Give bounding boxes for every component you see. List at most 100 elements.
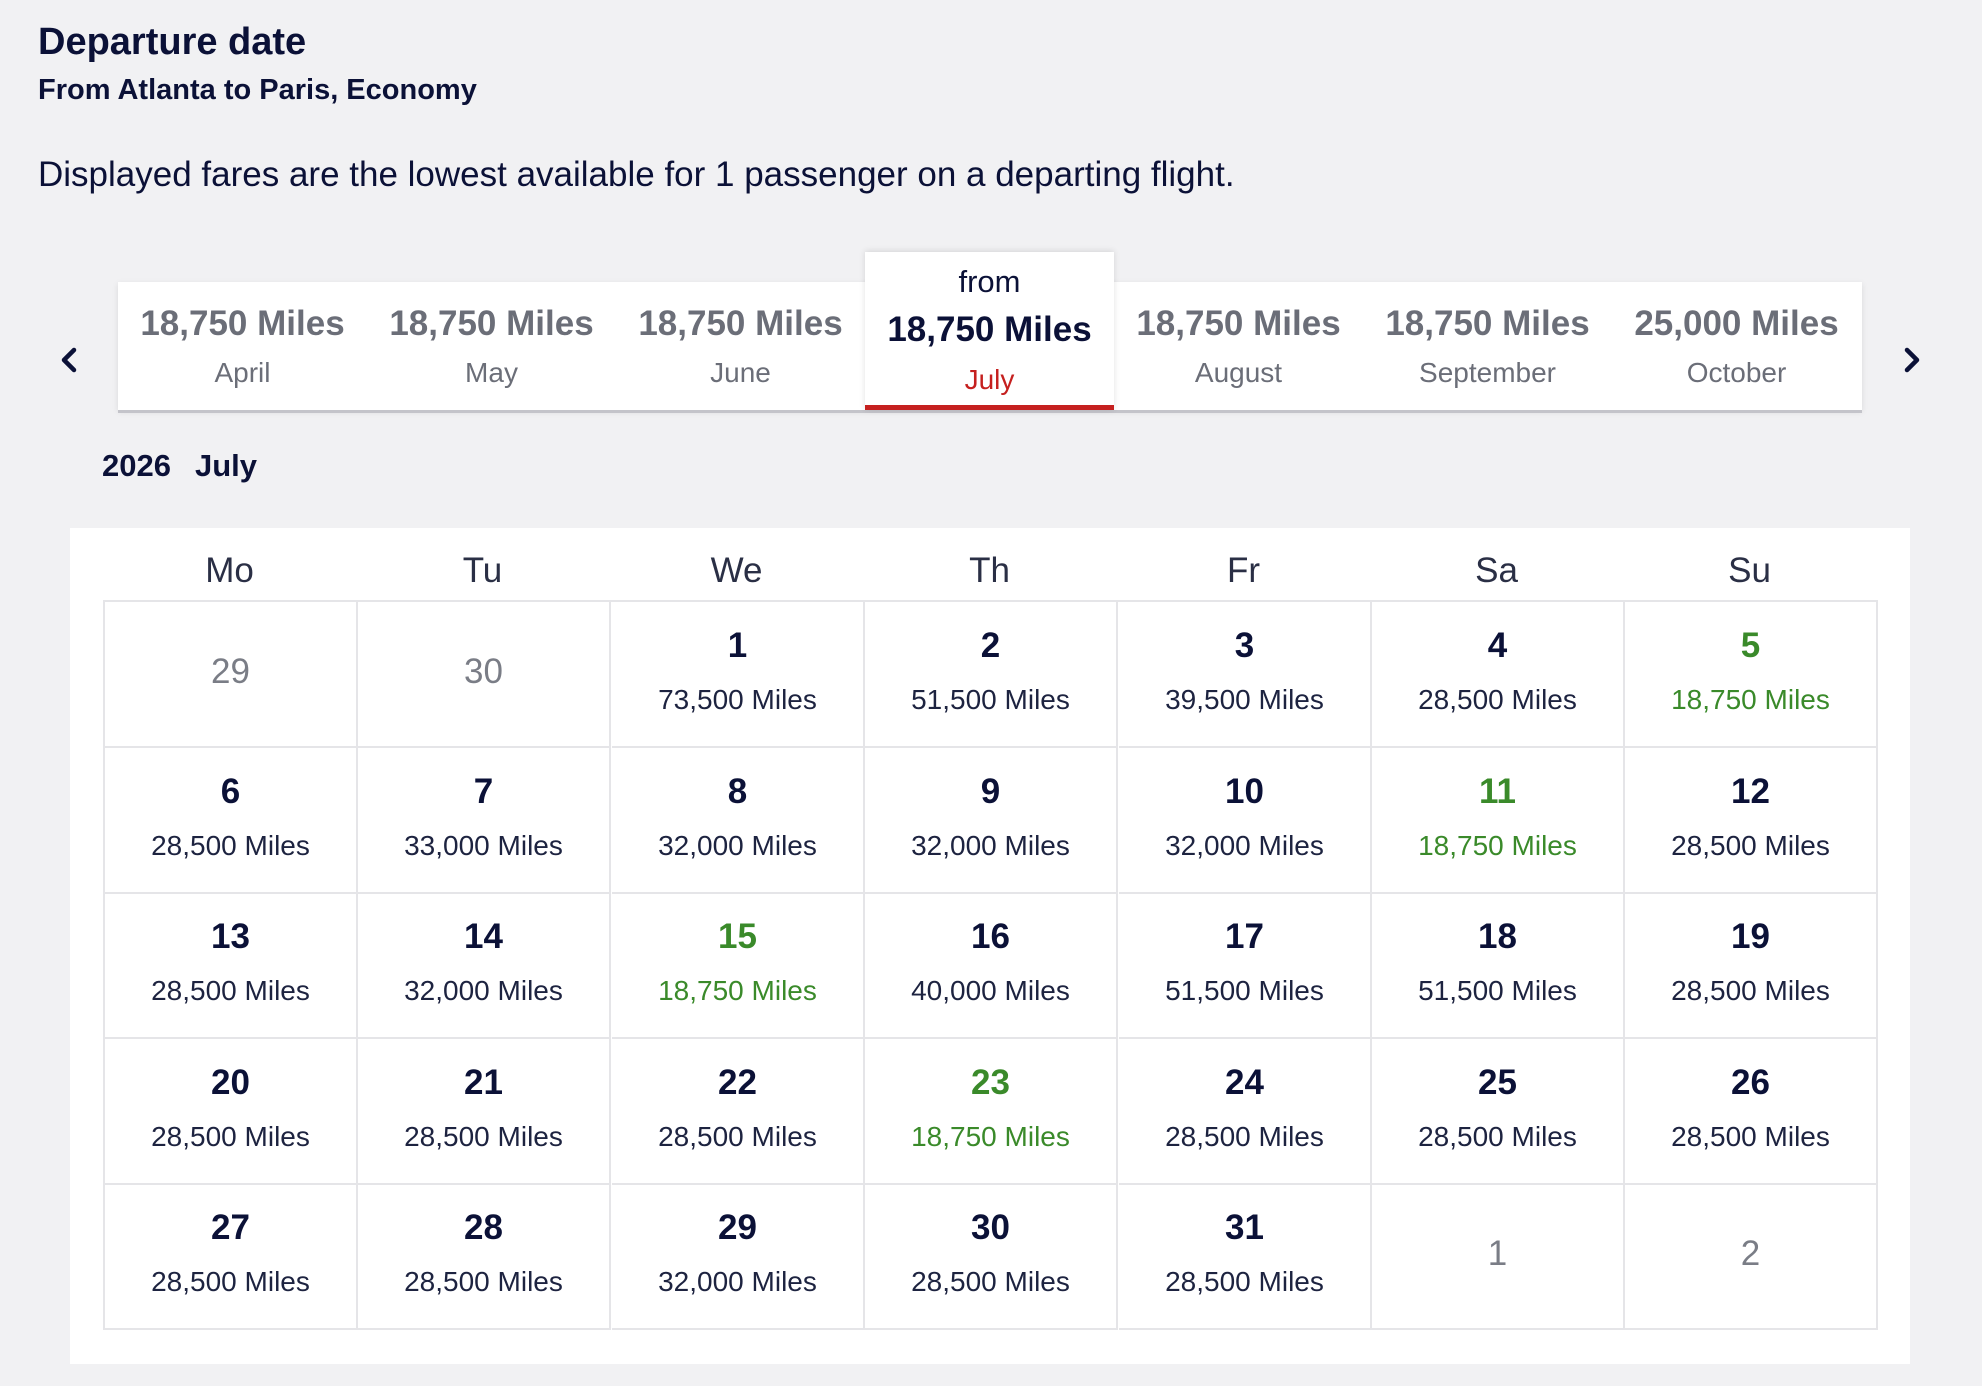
day-number: 30	[971, 1208, 1010, 1247]
weekday-header: Mo Tu We Th Fr Sa Su	[103, 546, 1877, 596]
day-number: 3	[1234, 626, 1255, 665]
calendar-day-cell[interactable]: 31 28,500 Miles	[1119, 1184, 1372, 1330]
day-number: 30	[464, 652, 503, 691]
day-number: 20	[211, 1063, 250, 1102]
calendar-day-cell[interactable]: 18 51,500 Miles	[1372, 893, 1625, 1039]
next-months-button[interactable]	[1889, 338, 1933, 382]
calendar-day-cell[interactable]: 5 18,750 Miles	[1625, 602, 1878, 748]
month-tab-miles: 18,750 Miles	[1136, 304, 1341, 343]
chevron-right-icon	[1904, 347, 1920, 373]
fare-price: 73,500 Miles	[658, 684, 817, 715]
calendar-day-cell[interactable]: 29 32,000 Miles	[612, 1184, 865, 1330]
month-tab-name: April	[214, 357, 271, 388]
chevron-left-icon	[61, 347, 77, 373]
day-number: 7	[473, 772, 494, 811]
fare-price: 28,500 Miles	[151, 1266, 310, 1297]
calendar-day-cell[interactable]: 25 28,500 Miles	[1372, 1039, 1625, 1185]
fare-price: 28,500 Miles	[1165, 1121, 1324, 1152]
month-tab-miles: 18,750 Miles	[887, 310, 1092, 349]
month-tab-july[interactable]: from 18,750 Miles July	[865, 252, 1114, 410]
page-title: Departure date	[38, 21, 307, 63]
calendar-day-cell[interactable]: 19 28,500 Miles	[1625, 893, 1878, 1039]
day-number: 12	[1731, 772, 1770, 811]
month-tab-april[interactable]: 18,750 Miles April	[118, 282, 367, 410]
fare-price: 28,500 Miles	[1671, 975, 1830, 1006]
fare-price: 51,500 Miles	[1418, 975, 1577, 1006]
previous-months-button[interactable]	[48, 338, 92, 382]
month-tab-miles: 25,000 Miles	[1634, 304, 1839, 343]
calendar-day-cell[interactable]: 1 73,500 Miles	[612, 602, 865, 748]
calendar-day-cell[interactable]: 24 28,500 Miles	[1119, 1039, 1372, 1185]
day-number: 23	[971, 1063, 1010, 1102]
calendar-day-cell[interactable]: 15 18,750 Miles	[612, 893, 865, 1039]
route-subtitle: From Atlanta to Paris, Economy	[38, 74, 477, 106]
day-number: 1	[727, 626, 748, 665]
day-number: 16	[971, 917, 1010, 956]
calendar-day-cell[interactable]: 9 32,000 Miles	[865, 748, 1118, 894]
fare-price: 51,500 Miles	[911, 684, 1070, 715]
month-tab-june[interactable]: 18,750 Miles June	[616, 282, 865, 410]
day-number: 10	[1225, 772, 1264, 811]
calendar-day-cell[interactable]: 12 28,500 Miles	[1625, 748, 1878, 894]
calendar-day-outside-month: 30	[358, 602, 611, 748]
day-number: 24	[1225, 1063, 1264, 1102]
calendar-day-cell[interactable]: 26 28,500 Miles	[1625, 1039, 1878, 1185]
month-tab-miles: 18,750 Miles	[140, 304, 345, 343]
calendar-day-outside-month: 2	[1625, 1184, 1878, 1330]
day-number: 2	[1740, 1234, 1761, 1273]
calendar-day-cell[interactable]: 27 28,500 Miles	[105, 1184, 358, 1330]
month-tab-october[interactable]: 25,000 Miles October	[1612, 282, 1861, 410]
month-tab-august[interactable]: 18,750 Miles August	[1114, 282, 1363, 410]
calendar-day-cell[interactable]: 7 33,000 Miles	[358, 748, 611, 894]
calendar-day-cell[interactable]: 6 28,500 Miles	[105, 748, 358, 894]
month-tab-september[interactable]: 18,750 Miles September	[1363, 282, 1612, 410]
lowest-fare-price: 18,750 Miles	[911, 1121, 1070, 1152]
calendar-day-cell[interactable]: 2 51,500 Miles	[865, 602, 1118, 748]
day-number: 18	[1478, 917, 1517, 956]
fare-price: 32,000 Miles	[404, 975, 563, 1006]
calendar-day-cell[interactable]: 11 18,750 Miles	[1372, 748, 1625, 894]
weekday-label: We	[710, 551, 763, 590]
day-number: 8	[727, 772, 748, 811]
calendar-day-outside-month: 1	[1372, 1184, 1625, 1330]
day-number: 2	[980, 626, 1001, 665]
month-tab-from-label: from	[958, 264, 1021, 299]
fare-price: 51,500 Miles	[1165, 975, 1324, 1006]
calendar-day-cell[interactable]: 20 28,500 Miles	[105, 1039, 358, 1185]
month-selector: 18,750 Miles April 18,750 Miles May 18,750 M…	[118, 252, 1862, 410]
day-number: 17	[1225, 917, 1264, 956]
day-number: 6	[220, 772, 241, 811]
calendar-day-cell[interactable]: 14 32,000 Miles	[358, 893, 611, 1039]
calendar-day-cell[interactable]: 10 32,000 Miles	[1119, 748, 1372, 894]
calendar-day-cell[interactable]: 17 51,500 Miles	[1119, 893, 1372, 1039]
calendar-day-cell[interactable]: 3 39,500 Miles	[1119, 602, 1372, 748]
day-number: 15	[718, 917, 757, 956]
day-number: 29	[718, 1208, 757, 1247]
page-header: Departure date From Atlanta to Paris, Ec…	[38, 18, 477, 110]
calendar-day-cell[interactable]: 30 28,500 Miles	[865, 1184, 1118, 1330]
month-tab-name: June	[710, 357, 771, 388]
fare-price: 28,500 Miles	[404, 1121, 563, 1152]
calendar: Mo Tu We Th Fr Sa Su 29 30 1 73,500 Miles 2 51,500 …	[70, 528, 1910, 1364]
fare-price: 28,500 Miles	[1418, 1121, 1577, 1152]
fare-price: 28,500 Miles	[151, 975, 310, 1006]
weekday-label: Sa	[1475, 551, 1518, 590]
calendar-day-cell[interactable]: 4 28,500 Miles	[1372, 602, 1625, 748]
weekday-label: Mo	[205, 551, 254, 590]
calendar-day-cell[interactable]: 13 28,500 Miles	[105, 893, 358, 1039]
calendar-day-cell[interactable]: 21 28,500 Miles	[358, 1039, 611, 1185]
calendar-day-cell[interactable]: 23 18,750 Miles	[865, 1039, 1118, 1185]
day-number: 19	[1731, 917, 1770, 956]
calendar-day-cell[interactable]: 16 40,000 Miles	[865, 893, 1118, 1039]
month-tab-name: October	[1686, 357, 1787, 388]
lowest-fare-price: 18,750 Miles	[1671, 684, 1830, 715]
fare-price: 28,500 Miles	[911, 1266, 1070, 1297]
fare-price: 28,500 Miles	[1418, 684, 1577, 715]
calendar-day-cell[interactable]: 8 32,000 Miles	[612, 748, 865, 894]
calendar-day-cell[interactable]: 28 28,500 Miles	[358, 1184, 611, 1330]
weekday-label: Fr	[1226, 551, 1261, 590]
day-number: 29	[211, 652, 250, 691]
month-tab-may[interactable]: 18,750 Miles May	[367, 282, 616, 410]
calendar-day-cell[interactable]: 22 28,500 Miles	[612, 1039, 865, 1185]
fare-price: 28,500 Miles	[151, 830, 310, 861]
